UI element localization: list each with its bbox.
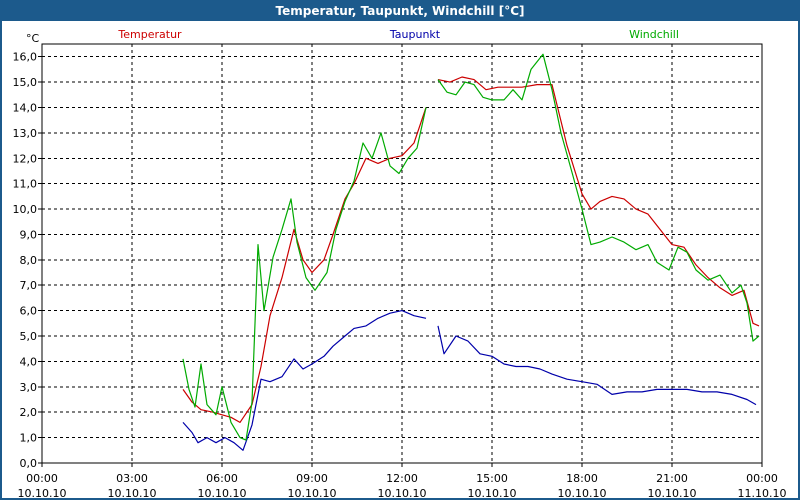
x-tick-date-label: 10.10.10 [468, 487, 517, 498]
x-tick-date-label: 10.10.10 [108, 487, 157, 498]
x-tick-time-label: 15:00 [476, 472, 508, 485]
y-tick-label: 8,0 [20, 254, 38, 267]
x-tick-date-label: 10.10.10 [558, 487, 607, 498]
x-tick-time-label: 21:00 [656, 472, 688, 485]
chart-title: Temperatur, Taupunkt, Windchill [°C] [2, 2, 798, 21]
plot-frame [41, 43, 763, 464]
y-tick-label: 9,0 [20, 228, 38, 241]
x-tick-date-label: 10.10.10 [198, 487, 247, 498]
y-tick-label: 15,0 [13, 76, 38, 89]
x-tick-date-label: 10.10.10 [648, 487, 697, 498]
y-tick-label: 0,0 [20, 457, 38, 470]
x-tick-time-label: 09:00 [296, 472, 328, 485]
y-tick-label: 1,0 [20, 432, 38, 445]
y-tick-label: 6,0 [20, 305, 38, 318]
y-tick-label: 3,0 [20, 381, 38, 394]
x-tick-date-label: 10.10.10 [288, 487, 337, 498]
series-line-windchill [182, 107, 427, 441]
chart-plot: 0,0 1,0 2,0 3,0 4,0 5,0 6,0 7,0 8,0 9,0 10,0 11,0 12… [13, 28, 787, 498]
series-line-windchill [437, 53, 760, 342]
y-tick-label: 13,0 [13, 127, 38, 140]
legend-entry-temperatur: Temperatur [117, 28, 182, 41]
x-tick-time-label: 12:00 [386, 472, 418, 485]
series-line-temperatur [437, 76, 760, 327]
x-tick-date-label: 10.10.10 [18, 487, 67, 498]
x-tick-time-label: 00:00 [746, 472, 778, 485]
series-line-taupunkt [437, 325, 757, 406]
x-tick-time-label: 06:00 [206, 472, 238, 485]
y-tick-label: 12,0 [13, 152, 38, 165]
y-tick-label: 7,0 [20, 279, 38, 292]
y-tick-label: 11,0 [13, 178, 38, 191]
y-axis-unit-label: °C [26, 32, 40, 45]
y-tick-label: 14,0 [13, 101, 38, 114]
x-tick-time-label: 03:00 [116, 472, 148, 485]
x-tick-date-label: 10.10.10 [378, 487, 427, 498]
x-tick-time-label: 18:00 [566, 472, 598, 485]
y-tick-label: 5,0 [20, 330, 38, 343]
y-tick-label: 2,0 [20, 406, 38, 419]
y-tick-label: 4,0 [20, 355, 38, 368]
x-tick-time-label: 00:00 [26, 472, 58, 485]
y-tick-label: 16,0 [13, 51, 38, 64]
legend-entry-taupunkt: Taupunkt [389, 28, 441, 41]
series-line-temperatur [182, 107, 427, 423]
y-tick-label: 10,0 [13, 203, 38, 216]
legend-entry-windchill: Windchill [629, 28, 679, 41]
x-tick-date-label: 11.10.10 [738, 487, 787, 498]
series-line-taupunkt [182, 310, 427, 451]
